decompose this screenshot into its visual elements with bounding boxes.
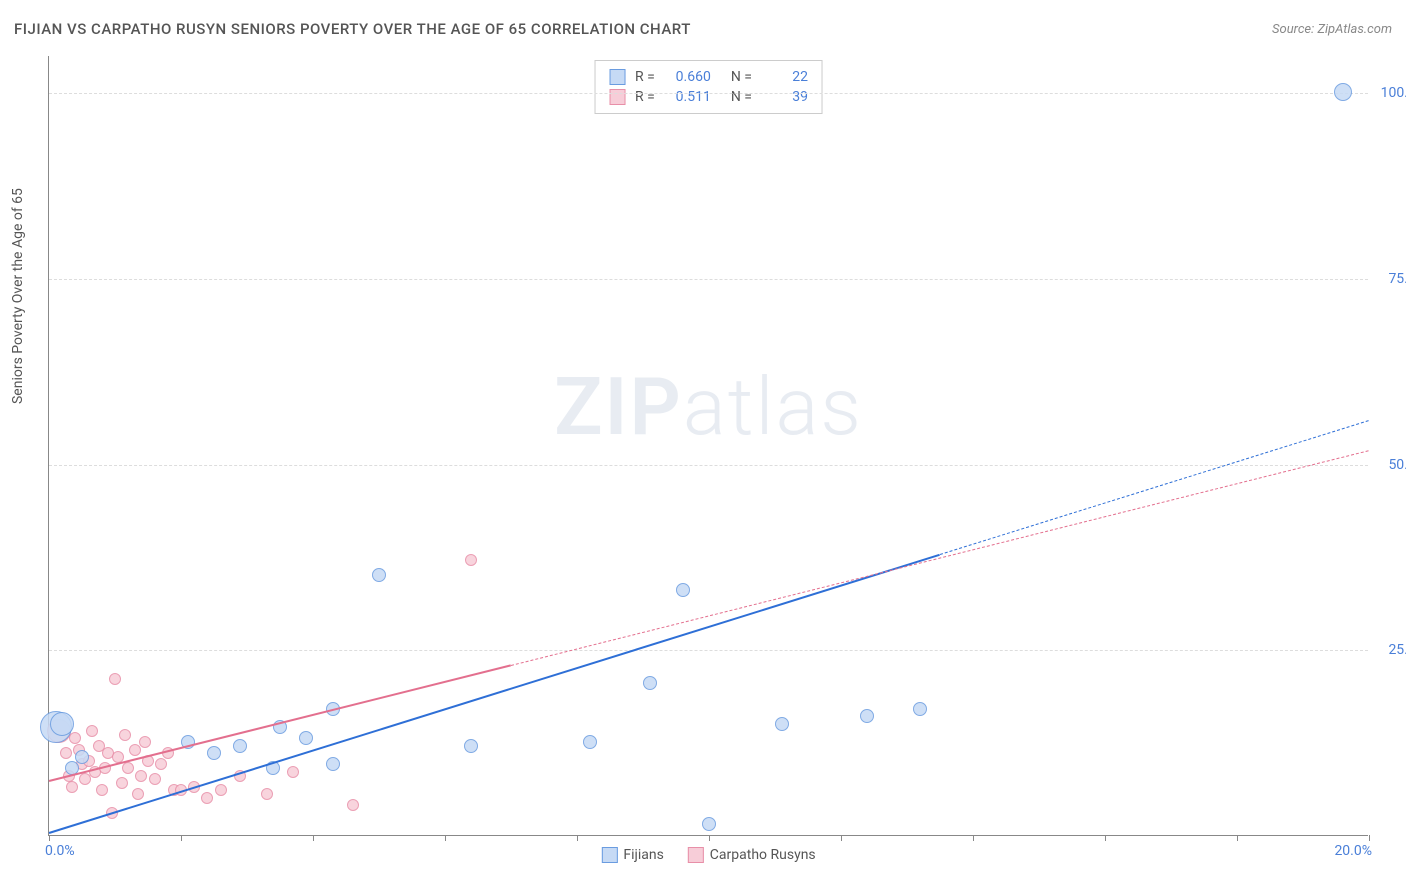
data-point (69, 732, 81, 744)
x-tick-label: 0.0% (45, 843, 75, 859)
legend-swatch (609, 69, 625, 85)
trend-line (940, 420, 1369, 555)
data-point (299, 731, 313, 745)
data-point (116, 777, 128, 789)
data-point (372, 568, 386, 582)
x-tick (181, 835, 182, 841)
trend-line (511, 450, 1369, 666)
data-point (96, 784, 108, 796)
legend-swatch (609, 89, 625, 105)
gridline (49, 465, 1368, 466)
data-point (326, 757, 340, 771)
chart-title: FIJIAN VS CARPATHO RUSYN SENIORS POVERTY… (14, 20, 691, 38)
x-tick (1369, 835, 1370, 841)
data-point (66, 781, 78, 793)
data-point (1334, 83, 1352, 101)
data-point (215, 784, 227, 796)
data-point (135, 770, 147, 782)
legend-item: Carpatho Rusyns (688, 847, 816, 863)
y-tick-label: 75.0% (1388, 271, 1406, 287)
data-point (913, 702, 927, 716)
gridline (49, 93, 1368, 94)
data-point (702, 817, 716, 831)
x-tick (1237, 835, 1238, 841)
legend: Fijians Carpatho Rusyns (601, 847, 815, 863)
data-point (60, 747, 72, 759)
data-point (775, 717, 789, 731)
data-point (207, 746, 221, 760)
data-point (109, 673, 121, 685)
data-point (347, 799, 359, 811)
y-tick-label: 50.0% (1388, 457, 1406, 473)
source-attribution: Source: ZipAtlas.com (1272, 22, 1392, 37)
data-point (86, 725, 98, 737)
watermark: ZIPatlas (554, 360, 863, 454)
legend-item: Fijians (601, 847, 663, 863)
data-point (261, 788, 273, 800)
data-point (465, 554, 477, 566)
data-point (643, 676, 657, 690)
y-tick-label: 25.0% (1388, 642, 1406, 658)
stats-row: R =0.511N =39 (609, 87, 808, 107)
data-point (155, 758, 167, 770)
legend-label: Carpatho Rusyns (710, 847, 816, 863)
x-tick (445, 835, 446, 841)
x-tick (1105, 835, 1106, 841)
x-tick (841, 835, 842, 841)
x-tick (49, 835, 50, 841)
legend-swatch (688, 847, 704, 863)
data-point (287, 766, 299, 778)
gridline (49, 650, 1368, 651)
data-point (201, 792, 213, 804)
data-point (50, 712, 74, 736)
gridline (49, 279, 1368, 280)
data-point (676, 583, 690, 597)
y-tick-label: 100.0% (1381, 85, 1406, 101)
data-point (119, 729, 131, 741)
data-point (464, 739, 478, 753)
data-point (139, 736, 151, 748)
data-point (122, 762, 134, 774)
x-tick (313, 835, 314, 841)
data-point (149, 773, 161, 785)
data-point (233, 739, 247, 753)
trend-line (49, 554, 941, 834)
x-tick (577, 835, 578, 841)
scatter-plot-area: ZIPatlas R =0.660N =22R =0.511N =39 Fiji… (48, 56, 1368, 836)
y-axis-label: Seniors Poverty Over the Age of 65 (10, 188, 26, 404)
stats-row: R =0.660N =22 (609, 67, 808, 87)
legend-swatch (601, 847, 617, 863)
x-tick (973, 835, 974, 841)
correlation-stats-box: R =0.660N =22R =0.511N =39 (594, 60, 823, 114)
x-tick-label: 20.0% (1334, 843, 1372, 859)
legend-label: Fijians (623, 847, 663, 863)
data-point (132, 788, 144, 800)
data-point (583, 735, 597, 749)
x-tick (709, 835, 710, 841)
data-point (75, 750, 89, 764)
data-point (860, 709, 874, 723)
